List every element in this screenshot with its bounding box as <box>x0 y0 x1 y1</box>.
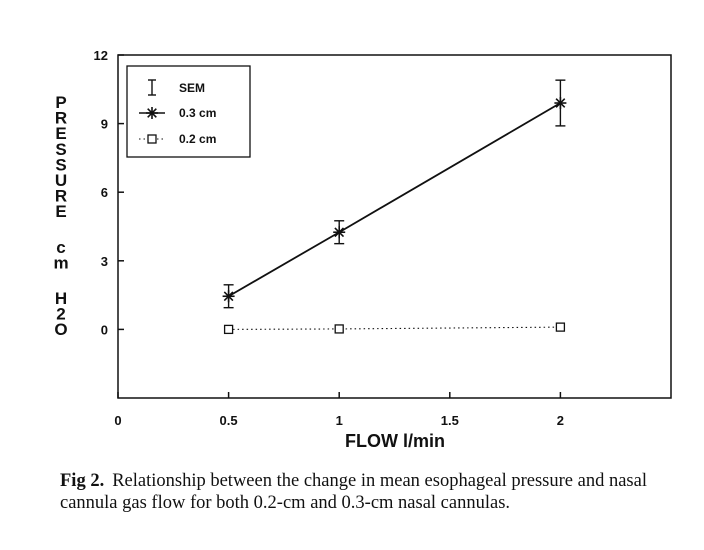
x-axis-label-text: FLOW l/min <box>345 431 445 451</box>
y-tick-label: 3 <box>101 254 108 269</box>
legend: SEM 0.3 cm 0.2 cm <box>126 65 251 158</box>
y-axis-label-char: U <box>55 171 67 190</box>
legend-entry: SEM <box>179 81 205 95</box>
y-tick-label: 9 <box>101 117 108 132</box>
legend-asterisk-marker <box>146 107 158 119</box>
data-point <box>554 97 567 110</box>
legend-entry: 0.2 cm <box>179 132 216 146</box>
series-line-1 <box>228 326 561 330</box>
series <box>222 79 567 335</box>
x-tick-label: 0.5 <box>220 413 238 428</box>
data-point <box>555 322 566 332</box>
y-axis-label-char: P <box>55 93 66 112</box>
y-tick-label: 0 <box>101 322 108 337</box>
y-axis-label-char: R <box>55 109 67 128</box>
legend-square-marker <box>147 134 157 144</box>
x-axis-label: FLOW l/min <box>345 431 445 451</box>
x-tick-label: 1.5 <box>441 413 459 428</box>
y-axis-label-char: S <box>55 140 66 159</box>
y-tick-label: 12 <box>94 48 108 63</box>
caption-label: Fig 2. <box>60 471 105 491</box>
y-axis-label-char: E <box>55 202 66 221</box>
x-tick-label: 2 <box>557 413 564 428</box>
caption-text: Relationship between the change in mean … <box>60 471 647 513</box>
legend-entry: 0.3 cm <box>179 106 216 120</box>
x-tick-label: 1 <box>336 413 343 428</box>
ticks: 0 0.5 1 1.5 2 0 3 6 9 12 <box>94 48 564 428</box>
y-tick-label: 6 <box>101 185 108 200</box>
series-line-0 <box>228 102 561 298</box>
y-axis-label-char: 2 <box>56 305 65 324</box>
data-point <box>223 324 234 335</box>
y-axis-label-char: O <box>54 320 67 339</box>
y-axis-label-char: c <box>56 238 65 257</box>
data-point <box>334 324 344 334</box>
figure-caption: Fig 2. Relationship between the change in… <box>60 470 680 514</box>
legend-sem-symbol <box>148 79 156 96</box>
y-axis-label-char: S <box>55 155 66 174</box>
data-point <box>222 290 235 303</box>
y-axis-label-char: R <box>55 187 67 206</box>
plot-frame <box>117 54 672 399</box>
y-axis-label-char: H <box>55 289 67 308</box>
x-tick-label: 0 <box>114 413 121 428</box>
y-axis-label-char: m <box>53 253 68 272</box>
data-point <box>333 226 346 239</box>
y-axis-label-char: E <box>55 124 66 143</box>
